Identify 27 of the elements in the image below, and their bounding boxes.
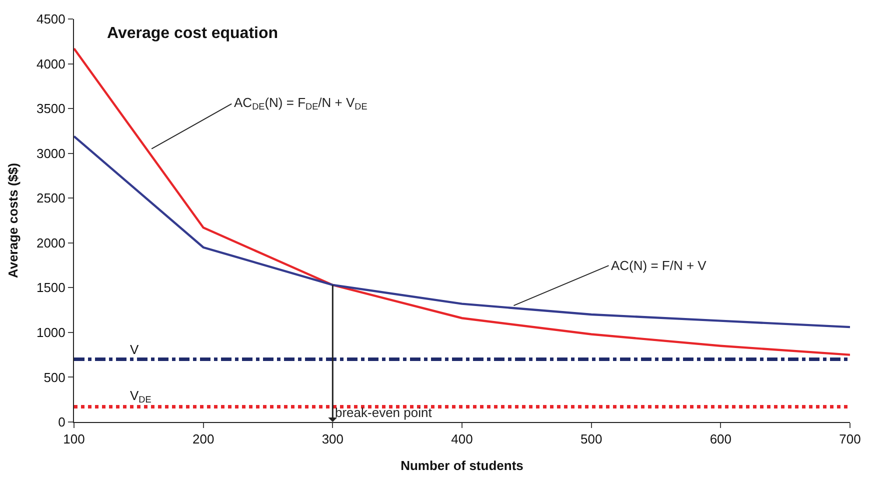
annotation: AC$_{DE}$(N) = F$_{DE}$/N + V$_{DE}$ [234,95,368,112]
y-tick-label: 4500 [36,12,66,27]
x-tick-label: 400 [451,432,473,447]
x-tick-label: 200 [192,432,214,447]
y-tick-label: 3000 [36,146,66,161]
line-series [74,135,850,328]
y-tick-label: 500 [44,370,66,385]
y-tick-label: 4000 [36,56,66,72]
ref-line-label: V$_{DE}$ [130,388,152,405]
chart-title: Average cost equation [107,25,278,42]
x-tick-label: 500 [580,432,602,447]
annotation: AC(N) = F/N + V [611,258,707,273]
y-tick-label: 3500 [36,101,66,116]
y-tick-label: 0 [58,414,66,430]
line-series [74,47,850,356]
x-tick-label: 300 [322,432,344,447]
x-tick-label: 600 [710,432,732,447]
x-tick-label: 100 [63,432,85,447]
x-tick-label: 700 [839,432,861,447]
y-tick-label: 1000 [36,324,66,340]
y-tick-label: 2500 [36,190,66,206]
x-axis-title: Number of students [400,458,524,474]
y-tick-label: 1500 [36,280,66,296]
annotation: break-even point [335,405,432,420]
ref-line-label: V [130,342,139,357]
y-axis-title: Average costs ($$) [5,162,20,278]
y-tick-label: 2000 [36,235,66,250]
